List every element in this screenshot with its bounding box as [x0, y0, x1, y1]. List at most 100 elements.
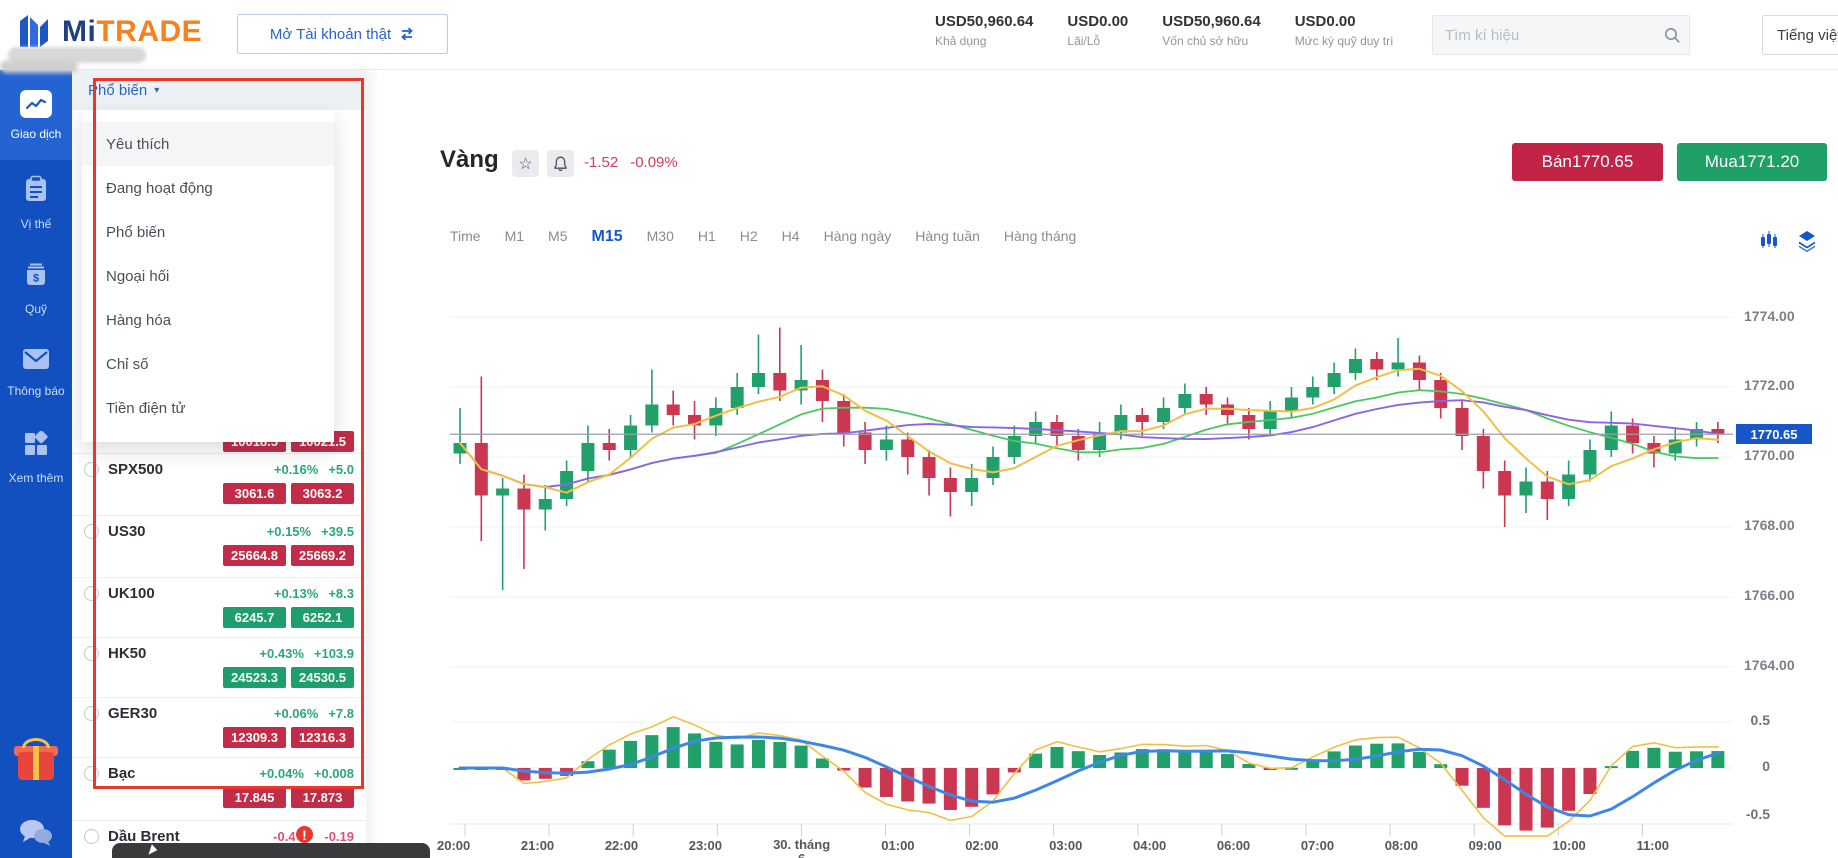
tab-h2[interactable]: H2 — [739, 228, 758, 244]
buy-price-button[interactable]: 17.873 — [291, 787, 354, 808]
stat-pnl: USD0.00 Lãi/Lỗ — [1067, 13, 1128, 48]
instrument-title: Vàng — [440, 146, 499, 173]
tab-m5[interactable]: M5 — [548, 228, 568, 244]
buy-price-button[interactable]: 25669.2 — [291, 545, 354, 566]
symbol-name: UK100 — [108, 585, 155, 602]
tab-time[interactable]: Time — [450, 228, 481, 244]
sidebar-item-positions[interactable]: Vị thế — [0, 160, 72, 245]
symbol-name: US30 — [108, 523, 146, 540]
language-selector[interactable]: Tiếng việt — [1762, 15, 1838, 55]
live-chat-icon[interactable] — [18, 818, 54, 853]
sell-button[interactable]: Bán 1770.65 — [1512, 143, 1663, 181]
symbol-name: GER30 — [108, 705, 158, 722]
change-value: -1.52 — [584, 154, 619, 171]
percent-change: +0.15% — [266, 524, 312, 539]
price-axis-label: 1766.00 — [1744, 587, 1795, 603]
symbol-name: Bạc — [108, 765, 136, 782]
tab-m1[interactable]: M1 — [504, 228, 525, 244]
chevron-down-icon: ▾ — [154, 84, 160, 96]
menu-item-commodities[interactable]: Hàng hóa — [106, 311, 172, 329]
menu-item-forex[interactable]: Ngoại hối — [106, 267, 170, 285]
time-axis-label: 04:00 — [1133, 838, 1167, 853]
menu-item-active[interactable]: Đang hoạt động — [106, 179, 213, 197]
swap-arrows-icon — [401, 27, 413, 41]
percent-change: +0.06% — [273, 706, 319, 721]
sell-price-button[interactable]: 24523.3 — [223, 667, 286, 688]
price-axis-label: 1770.00 — [1744, 447, 1795, 463]
indicators-layers-icon[interactable] — [1795, 229, 1819, 258]
price-axis-label: 1772.00 — [1744, 377, 1795, 393]
time-axis-label: 20:00 — [437, 838, 471, 853]
buy-price-button[interactable]: 6252.1 — [291, 607, 354, 628]
time-axis-label: 11:00 — [1636, 838, 1669, 853]
tab-monthly[interactable]: Hàng tháng — [1003, 228, 1077, 244]
favorite-star-icon[interactable]: ☆ — [512, 150, 539, 177]
sidebar-item-more[interactable]: Xem thêm — [0, 415, 72, 500]
sell-price-button[interactable]: 3061.6 — [223, 483, 286, 504]
tab-h4[interactable]: H4 — [781, 228, 800, 244]
point-change: +5.0 — [328, 462, 354, 477]
macd-axis-label: 0.5 — [1750, 712, 1770, 728]
radio-icon[interactable] — [84, 706, 99, 721]
radio-icon[interactable] — [84, 586, 99, 601]
sidebar-item-funds[interactable]: $ Quỹ — [0, 245, 72, 330]
menu-item-indices[interactable]: Chỉ số — [106, 355, 149, 373]
price-axis-label: 1768.00 — [1744, 517, 1795, 533]
chart-type-candles-icon[interactable] — [1757, 229, 1781, 258]
point-change: +8.3 — [328, 586, 354, 601]
time-axis-label: 01:00 — [881, 838, 915, 853]
sell-price-button[interactable]: 6245.7 — [223, 607, 286, 628]
radio-icon[interactable] — [84, 524, 99, 539]
watchlist-row-silver[interactable]: Bạc +0.04% +0.008 17.845 17.873 — [72, 757, 366, 820]
point-change: -0.19 — [324, 829, 354, 844]
mitrade-logo[interactable]: MiTRADE — [14, 11, 202, 53]
sell-price-button[interactable]: 12309.3 — [223, 727, 286, 748]
category-selector[interactable]: Phổ biến ▾ — [72, 70, 366, 110]
stat-label: Mức ký quỹ duy trì — [1294, 34, 1394, 48]
buy-price-button[interactable]: 3063.2 — [291, 483, 354, 504]
menu-item-crypto[interactable]: Tiền điện tử — [106, 399, 186, 417]
sidebar-item-notifications[interactable]: Thông báo — [0, 330, 72, 415]
tab-m15[interactable]: M15 — [591, 228, 623, 245]
tab-h1[interactable]: H1 — [697, 228, 716, 244]
watchlist-row-us30[interactable]: US30 +0.15% +39.5 25664.8 25669.2 — [72, 515, 366, 577]
time-axis-label: 03:00 — [1049, 838, 1083, 853]
stat-margin: USD0.00 Mức ký quỹ duy trì — [1295, 13, 1394, 48]
percent-change: +0.04% — [259, 766, 304, 781]
promotion-gift-icon[interactable] — [14, 738, 58, 782]
watchlist-row-hk50[interactable]: HK50 +0.43% +103.9 24523.3 24530.5 — [72, 637, 366, 697]
tab-m30[interactable]: M30 — [646, 228, 674, 244]
open-real-account-button[interactable]: Mở Tài khoản thật — [237, 14, 448, 54]
radio-icon[interactable] — [84, 646, 99, 661]
price-axis-label: 1774.00 — [1744, 308, 1795, 324]
radio-icon[interactable] — [84, 766, 99, 781]
radio-icon[interactable] — [84, 829, 99, 844]
macd-axis-label: 0 — [1762, 758, 1770, 774]
tab-weekly[interactable]: Hàng tuần — [915, 228, 980, 244]
watchlist-row-ger30[interactable]: GER30 +0.06% +7.8 12309.3 12316.3 — [72, 697, 366, 757]
symbol-name: HK50 — [108, 645, 147, 662]
tab-daily[interactable]: Hàng ngày — [823, 228, 892, 244]
watchlist-row-spx500[interactable]: SPX500 +0.16% +5.0 3061.6 3063.2 — [72, 453, 366, 515]
percent-change: +0.13% — [273, 586, 319, 601]
buy-price-button[interactable]: 12316.3 — [291, 727, 354, 748]
search-icon[interactable] — [1656, 27, 1689, 44]
sell-price-button[interactable]: 17.845 — [223, 787, 286, 808]
symbol-name: SPX500 — [108, 461, 164, 478]
price-alert-bell-icon[interactable] — [547, 150, 574, 177]
watchlist-row-uk100[interactable]: UK100 +0.13% +8.3 6245.7 6252.1 — [72, 577, 366, 637]
category-selector-label: Phổ biến — [88, 81, 148, 99]
stat-label: Khả dụng — [935, 34, 987, 48]
time-axis-label: 06:00 — [1216, 838, 1251, 853]
sidebar-item-trade[interactable]: Giao dịch — [0, 70, 72, 160]
buy-label: Mua — [1704, 152, 1738, 171]
sell-price-button[interactable]: 25664.8 — [223, 545, 286, 566]
search-input[interactable] — [1433, 26, 1656, 44]
radio-icon[interactable] — [84, 462, 99, 477]
alert-badge-icon: ! — [294, 824, 315, 845]
svg-text:$: $ — [33, 272, 39, 284]
buy-button[interactable]: Mua 1771.20 — [1677, 143, 1827, 181]
buy-price-button[interactable]: 24530.5 — [291, 667, 354, 688]
menu-item-popular[interactable]: Phổ biến — [106, 223, 166, 241]
menu-item-favorites[interactable]: Yêu thích — [82, 122, 334, 166]
